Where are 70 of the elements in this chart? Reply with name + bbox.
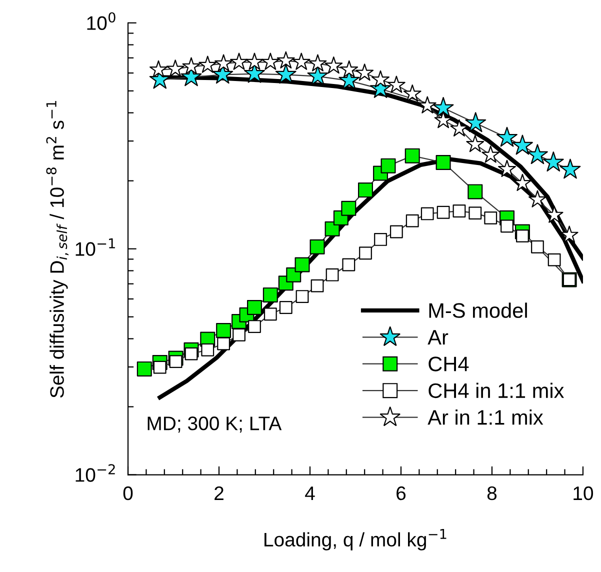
y-tick-label: 10$^{−2}$ [76,464,115,482]
point [432,97,454,117]
x-axis-title: Loading, q / mol kg$^{−1}$ [264,528,446,550]
point [528,190,546,208]
point [498,160,516,177]
point [404,148,420,164]
point [418,96,436,114]
point [403,84,422,102]
legend-label: M-S model [429,302,527,318]
x-tick-label: 10 [574,486,594,500]
point [465,112,486,132]
point [136,361,152,376]
point [341,200,356,216]
point [201,343,214,356]
point [512,134,533,155]
point [548,253,561,266]
legend-label: CH4 [428,356,469,372]
point [436,155,451,170]
point [450,119,468,136]
point [372,70,390,88]
x-tick-label: 2 [214,486,224,500]
point [500,220,514,233]
point [262,287,278,302]
point [542,152,564,172]
annotation: MD; 300 K; LTA [148,416,282,433]
y-tick-label: 10$^{−1}$ [76,238,115,256]
point [275,64,296,84]
point [182,57,200,74]
point [387,76,406,93]
x-tick-label: 6 [396,486,406,500]
point [230,52,248,70]
point [356,64,374,81]
y-tick-label: 10$^{0}$ [87,12,116,30]
point [232,328,246,342]
point [340,60,358,78]
point [482,146,500,163]
x-tick-label: 8 [487,486,497,500]
legend-label: Ar in 1:1 mix [428,409,544,425]
point [560,158,581,179]
point [496,126,518,147]
x-tick-label: 0 [123,486,133,500]
point [527,144,548,164]
point [153,360,166,374]
point [324,56,343,74]
point [150,60,168,78]
point [310,239,325,254]
point [292,52,310,70]
point [214,54,233,72]
point [516,230,529,242]
point [166,60,184,77]
x-tick-label: 4 [305,486,315,500]
point [261,52,280,70]
point [380,158,396,174]
point [169,355,182,368]
point [294,257,310,272]
point [468,184,483,200]
point [466,134,484,152]
legend-label: Ar [428,330,448,344]
point [198,56,217,73]
point [308,54,327,72]
point [560,226,578,243]
point [276,51,295,68]
point [358,182,373,198]
point [216,323,232,338]
point [184,347,198,360]
point [246,52,264,70]
point [246,300,262,315]
y-axis-title: Self diffusivity D$_{i,self}$ / 10$^{−8}$ m$^{2}$ s$^{−1}$ [46,101,69,398]
legend-label: CH4 in 1:1 mix [428,382,564,398]
point [248,320,261,333]
